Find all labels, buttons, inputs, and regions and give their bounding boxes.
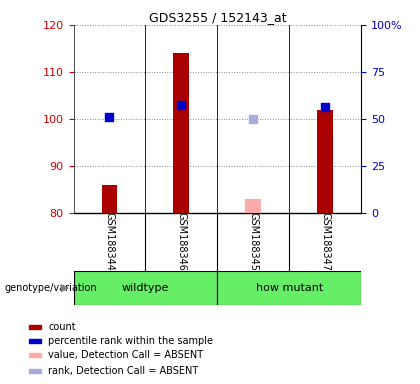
Text: GSM188347: GSM188347 [320, 212, 330, 271]
Bar [74, 271, 218, 305]
Text: value, Detection Call = ABSENT: value, Detection Call = ABSENT [48, 350, 204, 360]
Text: percentile rank within the sample: percentile rank within the sample [48, 336, 213, 346]
Text: GSM188344: GSM188344 [105, 212, 115, 271]
Bar [29, 369, 41, 373]
Bar [218, 271, 361, 305]
Bar [29, 353, 41, 357]
Text: GSM188346: GSM188346 [176, 212, 186, 271]
Text: ▶: ▶ [61, 283, 69, 293]
Point [322, 104, 328, 110]
Text: how mutant: how mutant [256, 283, 323, 293]
Point [178, 102, 185, 108]
Text: count: count [48, 322, 76, 332]
Text: genotype/variation: genotype/variation [4, 283, 97, 293]
Point [106, 114, 113, 120]
Bar [29, 339, 41, 343]
Text: wildtype: wildtype [122, 283, 169, 293]
Title: GDS3255 / 152143_at: GDS3255 / 152143_at [149, 11, 286, 24]
Bar [173, 53, 189, 213]
Text: GSM188345: GSM188345 [248, 212, 258, 271]
Bar [29, 325, 41, 329]
Text: rank, Detection Call = ABSENT: rank, Detection Call = ABSENT [48, 366, 199, 376]
Bar [245, 199, 261, 213]
Bar [102, 185, 117, 213]
Point [250, 116, 257, 122]
Bar [318, 110, 333, 213]
